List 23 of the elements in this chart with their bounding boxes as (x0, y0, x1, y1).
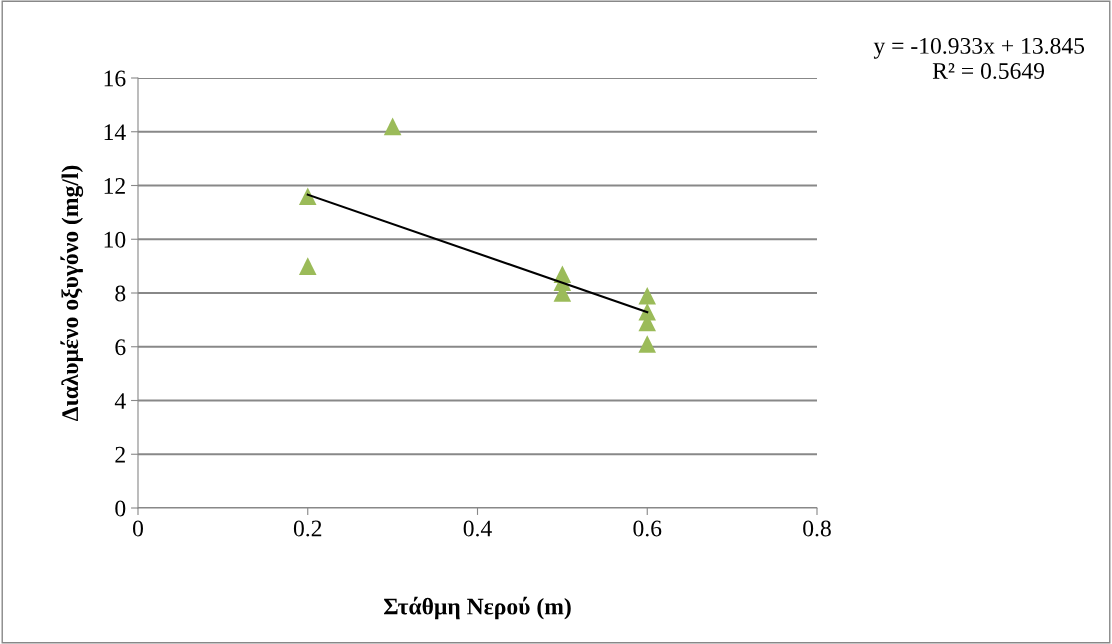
x-tick-label: 0 (133, 520, 143, 537)
x-tick-label: 0.2 (293, 520, 322, 537)
y-tick-label: 14 (104, 124, 126, 140)
point (298, 187, 317, 206)
x-axis-title: Στάθμη Νερού (m) (384, 596, 571, 620)
y-tick-label: 6 (115, 339, 126, 356)
text: R² = 0.5649 (932, 62, 1045, 80)
y-tick-label: 16 (104, 70, 126, 87)
y-tick-label: 8 (115, 285, 126, 302)
y-tick-label: 0 (115, 500, 126, 517)
point (298, 257, 317, 275)
x-tick-label: 0.6 (633, 520, 662, 537)
x-tick-label: 0.8 (803, 520, 831, 537)
y-tick-label: 4 (114, 393, 126, 409)
x-tick-label: 0.4 (463, 520, 492, 537)
point (383, 117, 402, 136)
text: y = -10.933x + 13.845 (873, 37, 1085, 59)
point (638, 335, 657, 353)
point (638, 286, 657, 305)
y-tick-label: 2 (115, 446, 125, 463)
y-tick-label: 12 (104, 178, 125, 194)
y-axis-title: Διαλυμένο οξυγόνο (mg/l) (60, 165, 84, 421)
y-tick-label: 10 (104, 231, 126, 248)
